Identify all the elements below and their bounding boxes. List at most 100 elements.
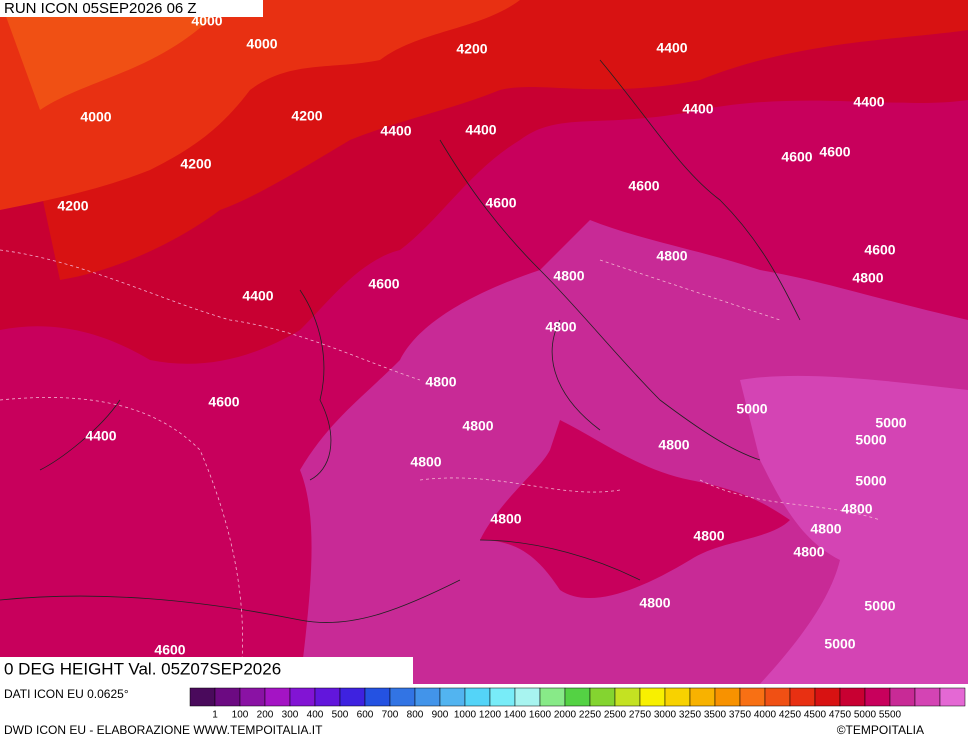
legend-label: 2000 (554, 710, 577, 721)
legend-swatch (589, 687, 616, 707)
legend-label: 300 (282, 710, 299, 721)
legend-swatch (289, 687, 316, 707)
contour-label: 4800 (658, 437, 689, 453)
contour-label: 4600 (154, 642, 185, 658)
legend-swatch (239, 687, 266, 707)
legend-label: 3500 (704, 710, 727, 721)
contour-label: 4400 (380, 123, 411, 139)
contour-label: 4800 (462, 418, 493, 434)
legend-label: 2500 (604, 710, 627, 721)
legend-swatch (864, 687, 891, 707)
contour-label: 4800 (852, 270, 883, 286)
contour-label: 4800 (410, 454, 441, 470)
legend-swatch (264, 687, 291, 707)
legend-label: 4750 (829, 710, 852, 721)
valid-label: 0 DEG HEIGHT Val. 05Z07SEP2026 (4, 659, 281, 678)
legend-swatch (189, 687, 216, 707)
legend-swatch (639, 687, 666, 707)
contour-label: 4800 (639, 595, 670, 611)
legend-swatch (314, 687, 341, 707)
legend-label: 800 (407, 710, 424, 721)
contour-label: 4400 (853, 94, 884, 110)
legend-swatch (464, 687, 491, 707)
contour-label: 4800 (793, 544, 824, 560)
contour-label: 4200 (57, 198, 88, 214)
field-4800 (300, 220, 968, 684)
legend-label: 900 (432, 710, 449, 721)
legend-swatch (489, 687, 516, 707)
legend-swatch (714, 687, 741, 707)
contour-label: 4000 (80, 109, 111, 125)
legend-swatch (514, 687, 541, 707)
legend-swatch (539, 687, 566, 707)
contour-label: 4400 (465, 122, 496, 138)
contour-label: 4800 (656, 248, 687, 264)
field-5000 (740, 375, 968, 684)
legend-label: 3250 (679, 710, 702, 721)
contour-label: 4600 (485, 195, 516, 211)
contour-label: 4400 (656, 40, 687, 56)
legend-swatch (614, 687, 641, 707)
contour-label: 4600 (628, 178, 659, 194)
contour-label: 4800 (693, 528, 724, 544)
legend-label: 1600 (529, 710, 552, 721)
legend-label: 100 (232, 710, 249, 721)
legend-label: 1 (212, 710, 218, 721)
legend-swatch (439, 687, 466, 707)
legend-swatch (739, 687, 766, 707)
contour-label: 5000 (855, 473, 886, 489)
legend-label: 500 (332, 710, 349, 721)
contour-label: 4200 (180, 156, 211, 172)
contour-label: 4800 (810, 521, 841, 537)
contour-label: 5000 (855, 432, 886, 448)
legend-label: 4250 (779, 710, 802, 721)
legend-label: 4000 (754, 710, 777, 721)
legend-swatch (889, 687, 916, 707)
legend-swatch (389, 687, 416, 707)
contour-label: 4200 (291, 108, 322, 124)
legend-label: 200 (257, 710, 274, 721)
contour-label: 4800 (553, 268, 584, 284)
contour-label: 4800 (545, 319, 576, 335)
legend-swatch (764, 687, 791, 707)
contour-label: 4400 (682, 101, 713, 117)
coastline (0, 59, 801, 623)
contour-label: 4800 (841, 501, 872, 517)
contour-label: 5000 (875, 415, 906, 431)
legend-label: 400 (307, 710, 324, 721)
contour-label: 4800 (490, 511, 521, 527)
legend-swatch (939, 687, 966, 707)
contour-label: 4000 (246, 36, 277, 52)
legend-label: 2250 (579, 710, 602, 721)
legend-swatch (564, 687, 591, 707)
contour-label: 4600 (864, 242, 895, 258)
contour-label: 4800 (425, 374, 456, 390)
copyright: ©TEMPOITALIA (837, 723, 924, 737)
legend-swatch (339, 687, 366, 707)
contour-label: 5000 (824, 636, 855, 652)
legend-label: 1200 (479, 710, 502, 721)
legend-swatch (839, 687, 866, 707)
legend-swatch (789, 687, 816, 707)
map-background (0, 0, 968, 685)
color-legend: 1 100 200 300 400 500 600 700 800 900 1000 1200 1400… (189, 687, 966, 721)
contour-label: 5000 (864, 598, 895, 614)
contour-line (0, 249, 881, 685)
contour-label: 4600 (208, 394, 239, 410)
legend-swatch (364, 687, 391, 707)
field-4600-south (480, 420, 790, 599)
title-box (0, 0, 263, 17)
legend-label: 5000 (854, 710, 877, 721)
valid-box (0, 657, 413, 684)
legend-swatch (814, 687, 841, 707)
legend-label: 3000 (654, 710, 677, 721)
legend-swatch (689, 687, 716, 707)
run-title: RUN ICON 05SEP2026 06 Z (4, 0, 197, 17)
legend-swatch (214, 687, 241, 707)
legend-label: 600 (357, 710, 374, 721)
contour-label: 4400 (242, 288, 273, 304)
legend-label: 1400 (504, 710, 527, 721)
